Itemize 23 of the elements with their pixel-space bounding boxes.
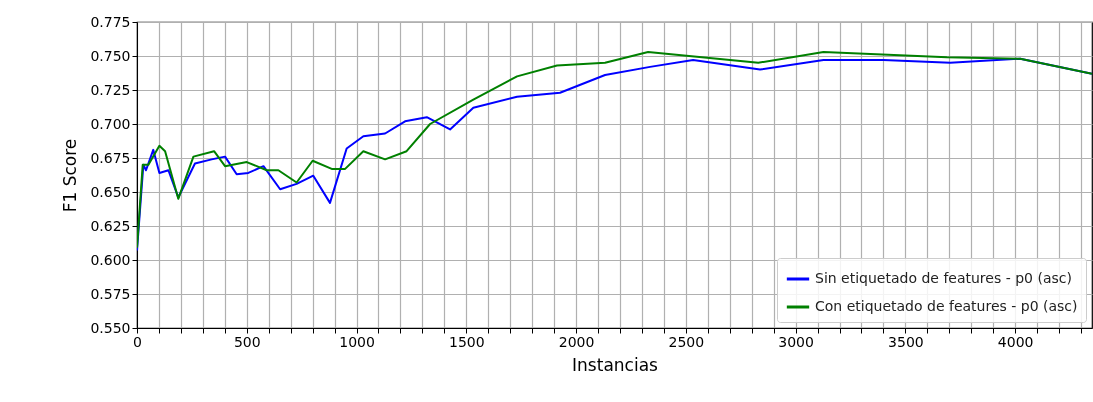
y-tick-label: 0.700 bbox=[90, 115, 131, 132]
x-axis-title: Instancias bbox=[572, 354, 659, 375]
x-tick-label: 0 bbox=[133, 333, 142, 350]
x-tick-label: 3500 bbox=[888, 333, 924, 350]
x-tick-label: 500 bbox=[233, 333, 261, 350]
y-tick-label: 0.650 bbox=[90, 183, 131, 200]
y-tick-label: 0.600 bbox=[90, 251, 131, 268]
y-tick-label: 0.725 bbox=[90, 81, 131, 98]
legend-label: Sin etiquetado de features - p0 (asc) bbox=[815, 270, 1072, 286]
legend-label: Con etiquetado de features - p0 (asc) bbox=[815, 298, 1078, 314]
y-axis-title: F1 Score bbox=[60, 138, 81, 213]
x-tick-label: 3000 bbox=[778, 333, 814, 350]
y-tick-label: 0.750 bbox=[90, 47, 131, 64]
x-tick-label: 1000 bbox=[339, 333, 375, 350]
y-tick-label: 0.625 bbox=[90, 217, 131, 234]
x-tick-label: 4000 bbox=[997, 333, 1034, 350]
x-tick-label: 1500 bbox=[448, 333, 485, 350]
y-tick-label: 0.550 bbox=[90, 319, 131, 336]
y-tick-label: 0.575 bbox=[90, 285, 131, 302]
x-tick-label: 2000 bbox=[558, 333, 595, 350]
y-tick-label: 0.675 bbox=[90, 149, 131, 166]
y-tick-label: 0.775 bbox=[90, 13, 131, 30]
x-tick-label: 2500 bbox=[668, 333, 705, 350]
